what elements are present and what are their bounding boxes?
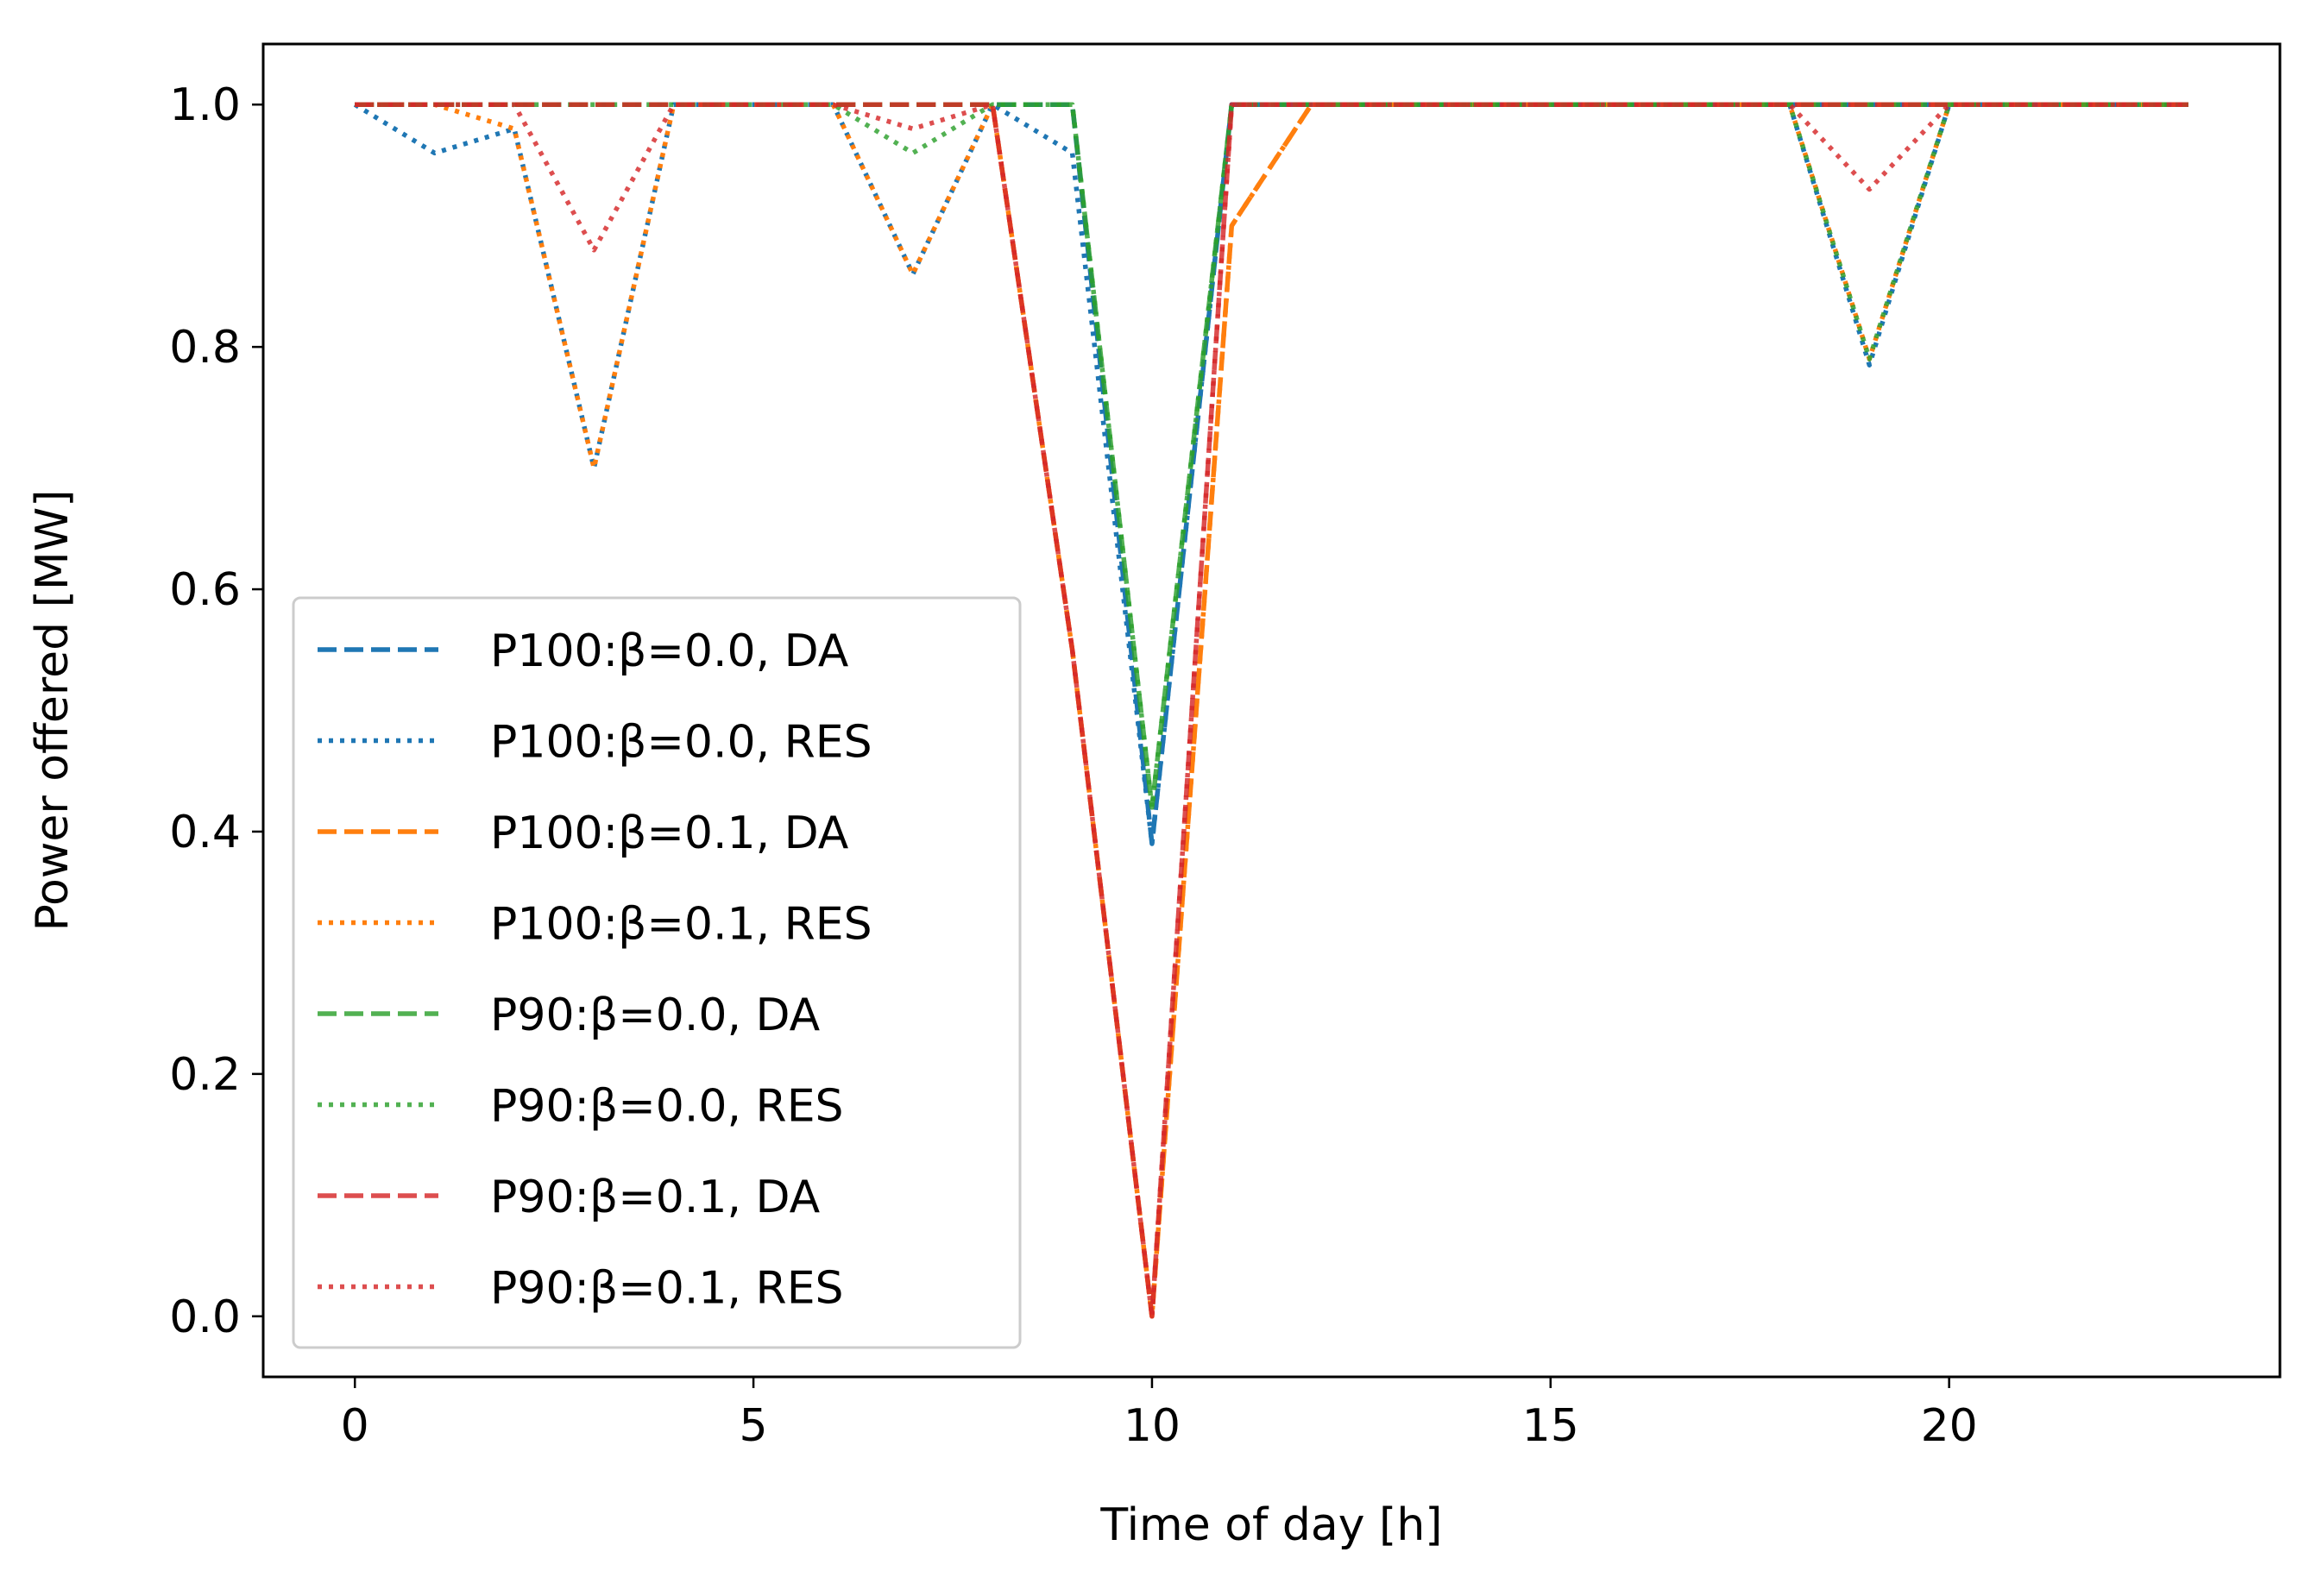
legend-label: P100:β=0.1, DA [490,807,849,859]
x-tick-label: 20 [1921,1400,1978,1452]
legend-label: P90:β=0.0, DA [490,990,821,1041]
y-tick-label: 0.2 [169,1049,241,1101]
series-line-7 [355,102,2188,1319]
legend-label: P100:β=0.0, DA [490,625,849,677]
x-tick-label: 15 [1522,1400,1579,1452]
legend-label: P90:β=0.1, DA [490,1172,821,1223]
y-axis-label: Power offered [MW] [27,489,79,931]
legend-label: P100:β=0.0, RES [490,717,872,769]
y-tick-label: 0.6 [169,564,241,616]
x-axis: 0 5 10 15 20 [341,1377,1978,1452]
y-tick-label: 1.0 [169,79,241,131]
x-tick-label: 0 [341,1400,369,1452]
x-axis-label: Time of day [h] [1099,1499,1442,1551]
x-tick-label: 5 [740,1400,768,1452]
y-tick-label: 0.0 [169,1291,241,1343]
y-tick-label: 0.4 [169,807,241,858]
y-axis: 0.0 0.2 0.4 0.6 0.8 1.0 [169,79,263,1343]
series-line-8 [355,102,2188,1319]
series-layer [353,102,2188,1319]
legend-label: P100:β=0.1, RES [490,899,872,951]
legend: P100:β=0.0, DA P100:β=0.0, RES P100:β=0.1,… [292,596,1022,1349]
plot-frame [261,42,2282,1379]
x-tick-label: 10 [1124,1400,1181,1452]
series-line-2 [353,102,2188,846]
y-tick-label: 0.8 [169,322,241,374]
legend-label: P90:β=0.0, RES [490,1081,844,1133]
legend-box [292,596,1022,1349]
legend-label: P90:β=0.1, RES [490,1263,844,1315]
